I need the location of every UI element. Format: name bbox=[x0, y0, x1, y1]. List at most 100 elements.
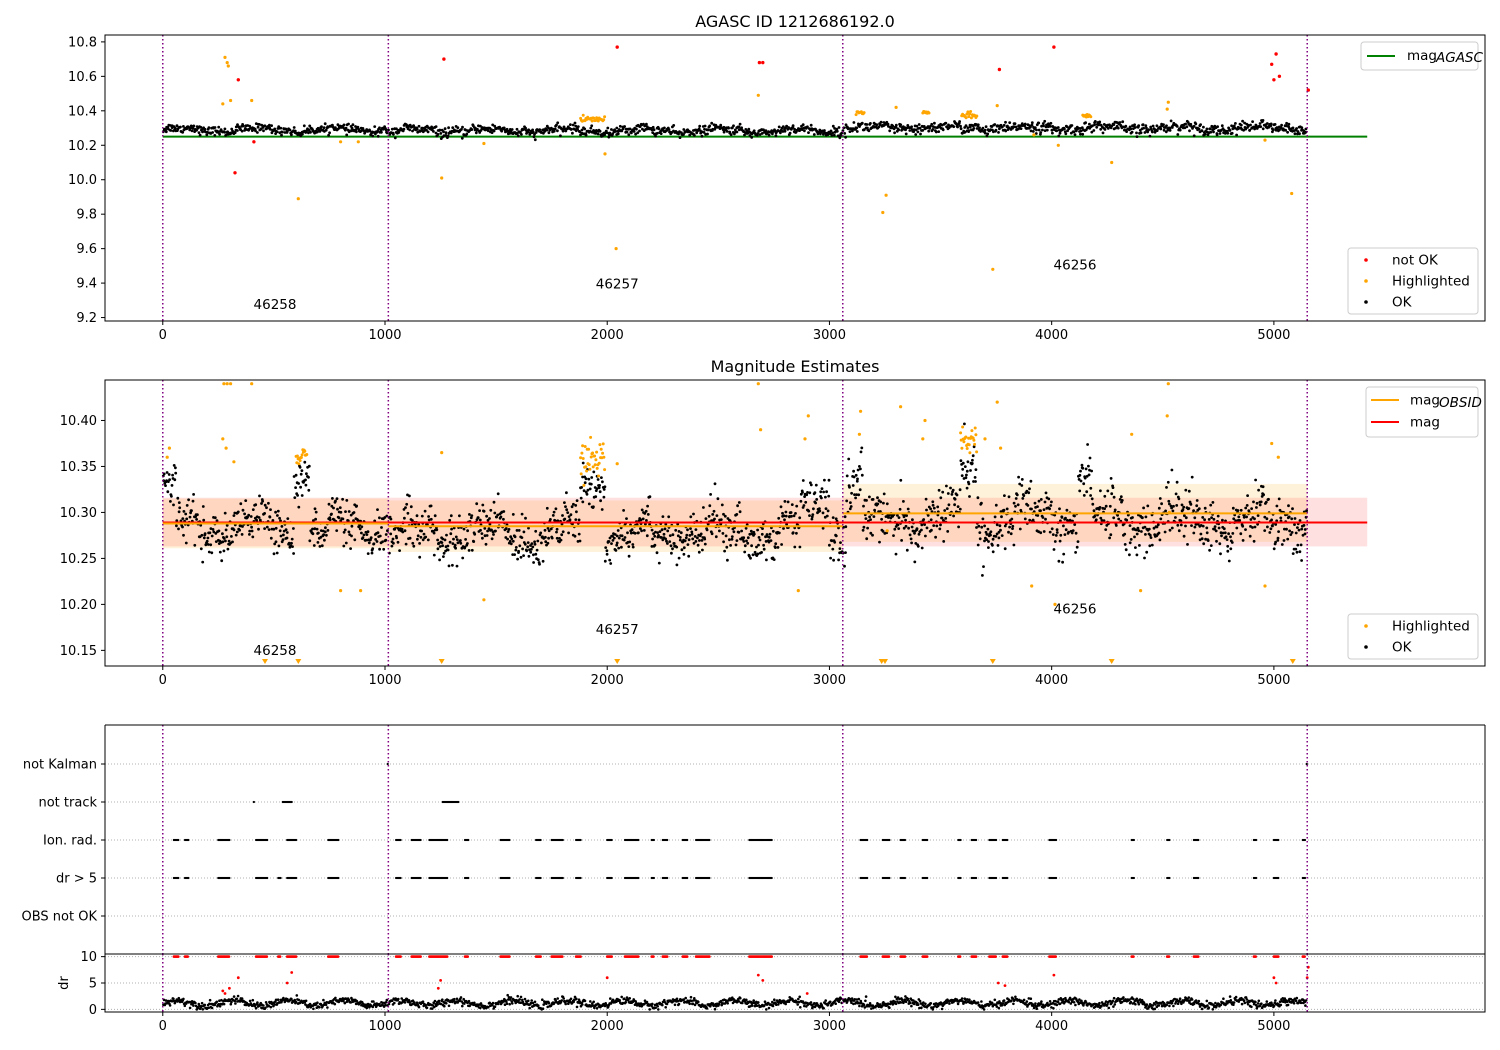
ok-point bbox=[392, 132, 395, 136]
flag-row-label: not track bbox=[38, 796, 97, 811]
ok-point bbox=[282, 533, 285, 537]
ok-point bbox=[716, 497, 720, 501]
ok-point bbox=[912, 128, 916, 132]
ok-point bbox=[356, 125, 360, 129]
ok-point bbox=[476, 516, 480, 520]
highlighted-point bbox=[1276, 455, 1280, 459]
highlighted-point bbox=[589, 455, 593, 459]
dr-ok-point bbox=[232, 995, 236, 998]
ok-point bbox=[584, 133, 588, 137]
ok-point bbox=[408, 494, 411, 498]
ok-point bbox=[1148, 544, 1152, 548]
ok-point bbox=[411, 541, 415, 545]
ok-point bbox=[1294, 531, 1298, 535]
ok-point bbox=[300, 469, 304, 472]
ok-point bbox=[236, 123, 239, 127]
ok-point bbox=[813, 491, 817, 495]
ok-point bbox=[450, 527, 453, 531]
ok-point bbox=[705, 528, 709, 532]
ok-point bbox=[859, 467, 862, 471]
ok-point bbox=[279, 519, 282, 523]
ok-point bbox=[776, 546, 780, 549]
ok-point bbox=[280, 133, 283, 137]
dr-ok-point bbox=[234, 1002, 237, 1005]
ok-point bbox=[174, 466, 177, 470]
ok-point bbox=[965, 469, 969, 473]
ok-point bbox=[341, 497, 344, 501]
ok-point bbox=[328, 518, 332, 522]
ok-point bbox=[1297, 528, 1301, 532]
ok-point bbox=[918, 126, 922, 130]
ok-point bbox=[274, 540, 278, 544]
flag-event-marker bbox=[446, 876, 449, 880]
ok-point bbox=[1244, 506, 1248, 510]
ok-point bbox=[1200, 537, 1204, 541]
ok-point bbox=[1051, 533, 1055, 536]
highlighted-point bbox=[973, 426, 977, 430]
ok-point bbox=[736, 504, 739, 508]
ok-point bbox=[1041, 516, 1045, 519]
ok-point bbox=[585, 492, 589, 496]
ok-point bbox=[540, 541, 543, 545]
ok-point bbox=[278, 516, 281, 520]
ok-point bbox=[768, 532, 772, 536]
ok-point bbox=[1185, 125, 1189, 129]
ok-point bbox=[316, 541, 320, 544]
ok-point bbox=[1134, 546, 1137, 549]
ok-point bbox=[848, 485, 851, 489]
ok-point bbox=[1239, 508, 1243, 512]
ok-point bbox=[598, 129, 602, 133]
highlighted-point bbox=[885, 529, 889, 533]
flag-event-marker bbox=[770, 838, 773, 842]
ok-point bbox=[858, 465, 861, 468]
ok-point bbox=[791, 531, 795, 535]
ok-point bbox=[236, 129, 239, 132]
ok-point bbox=[1257, 488, 1260, 492]
ok-point bbox=[824, 507, 828, 510]
ok-point bbox=[1189, 122, 1193, 126]
ok-point bbox=[971, 458, 974, 462]
ok-point bbox=[345, 133, 349, 137]
ok-point bbox=[308, 539, 312, 543]
ok-point bbox=[1136, 526, 1140, 530]
ok-point bbox=[378, 547, 381, 551]
ok-point bbox=[634, 132, 637, 136]
ok-point bbox=[207, 126, 211, 129]
y-tick-label: 10.15 bbox=[60, 644, 97, 659]
ok-point bbox=[456, 541, 460, 545]
ok-point bbox=[1072, 130, 1076, 134]
ok-point bbox=[516, 134, 520, 138]
ok-point bbox=[1176, 523, 1180, 527]
highlighted-point bbox=[595, 450, 599, 454]
ok-point bbox=[730, 537, 734, 541]
ok-point bbox=[1206, 539, 1210, 542]
ok-point bbox=[214, 532, 218, 535]
ok-point bbox=[1195, 499, 1199, 502]
ok-point bbox=[263, 503, 267, 507]
ok-point bbox=[436, 547, 440, 551]
ok-point bbox=[981, 517, 985, 521]
ok-point bbox=[865, 499, 868, 502]
ok-point bbox=[1296, 130, 1300, 133]
ok-point bbox=[218, 550, 222, 554]
ok-point bbox=[270, 124, 273, 127]
ok-point bbox=[449, 514, 453, 518]
ok-point bbox=[395, 536, 398, 540]
ok-point bbox=[287, 541, 291, 545]
ok-point bbox=[344, 126, 348, 130]
dr-ok-point bbox=[322, 998, 325, 1002]
ok-point bbox=[338, 506, 342, 510]
ok-point bbox=[336, 507, 339, 511]
ok-point bbox=[937, 130, 941, 134]
ok-point bbox=[1091, 502, 1095, 506]
flag-event-marker bbox=[187, 876, 190, 880]
highlighted-point bbox=[602, 118, 606, 122]
highlighted-point bbox=[584, 465, 588, 469]
ok-point bbox=[1238, 519, 1242, 522]
ok-point bbox=[384, 128, 388, 132]
ok-point bbox=[1145, 126, 1148, 130]
highlighted-point bbox=[969, 110, 973, 113]
ok-point bbox=[434, 131, 438, 135]
ok-point bbox=[869, 518, 872, 521]
ok-point bbox=[908, 129, 912, 132]
